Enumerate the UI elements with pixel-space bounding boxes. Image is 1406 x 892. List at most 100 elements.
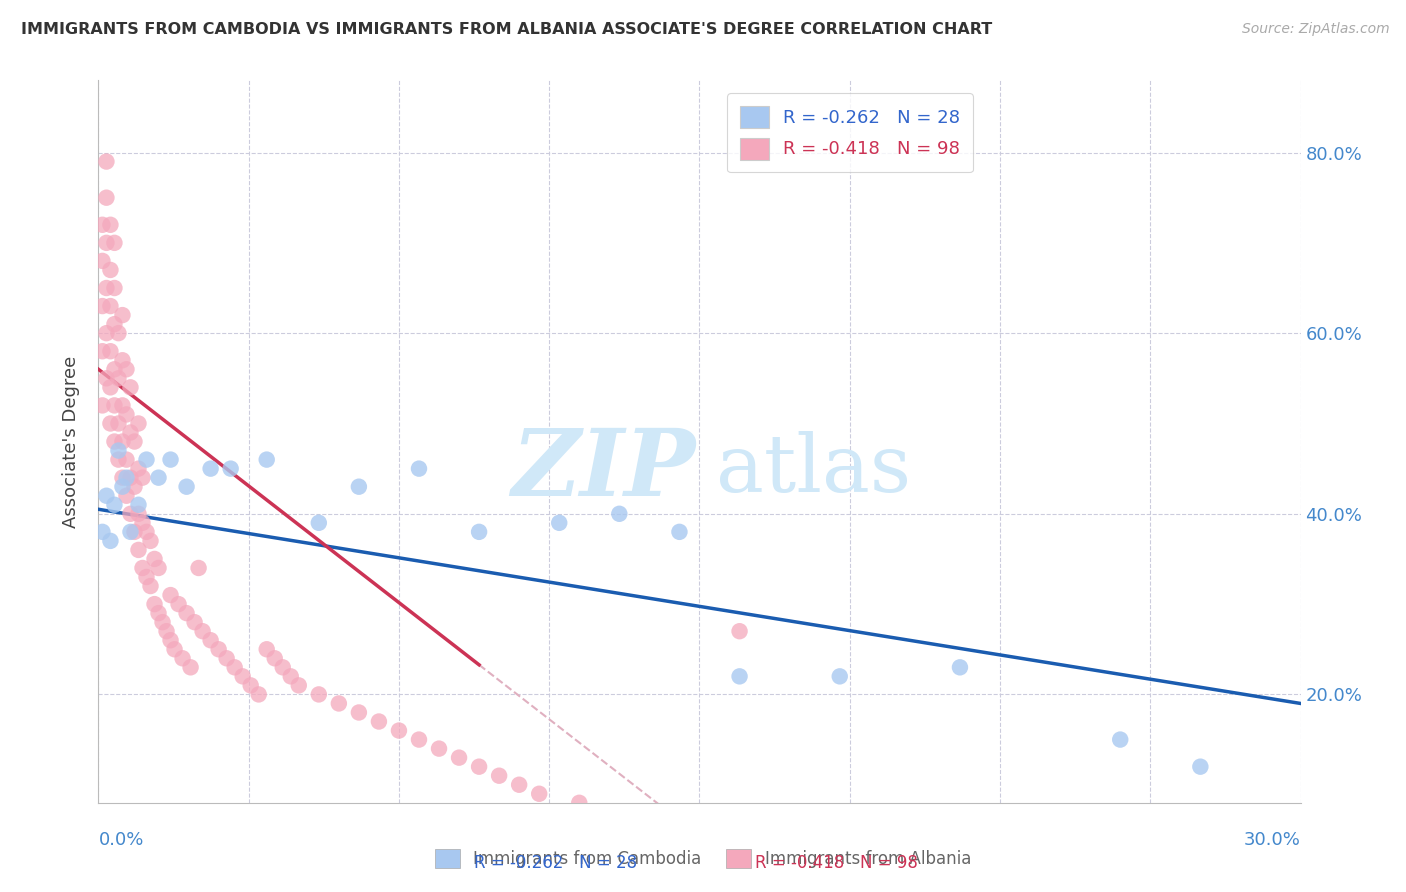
Point [111, 434, 134, 449]
Point [100, 533, 122, 548]
Point [124, 434, 146, 449]
Point [115, 452, 138, 467]
Point [239, 678, 262, 692]
Point [548, 516, 571, 530]
Point [609, 507, 631, 521]
Point [135, 524, 157, 539]
Point [111, 471, 134, 485]
Point [107, 371, 129, 385]
Point [115, 489, 138, 503]
Point [159, 588, 181, 602]
Point [148, 561, 170, 575]
Point [107, 417, 129, 431]
Point [128, 507, 150, 521]
Point [200, 633, 222, 648]
Text: Source: ZipAtlas.com: Source: ZipAtlas.com [1241, 22, 1389, 37]
Point [828, 669, 851, 683]
Point [91, 218, 114, 232]
Point [668, 524, 690, 539]
Point [111, 353, 134, 368]
Point [508, 778, 530, 792]
Text: R = -0.262   N = 28: R = -0.262 N = 28 [432, 855, 637, 872]
Point [180, 660, 202, 674]
Point [271, 660, 294, 674]
Point [568, 796, 591, 810]
Point [135, 570, 157, 584]
Point [183, 615, 205, 630]
Point [124, 524, 146, 539]
Point [689, 814, 711, 828]
Point [215, 651, 238, 665]
Point [100, 218, 122, 232]
Point [96, 326, 118, 341]
Point [111, 480, 134, 494]
Point [159, 452, 181, 467]
Point [107, 452, 129, 467]
Point [308, 687, 330, 701]
Point [103, 281, 125, 295]
Point [120, 524, 142, 539]
Point [103, 235, 125, 250]
Point [308, 516, 330, 530]
Point [131, 561, 153, 575]
Point [328, 697, 350, 711]
Point [139, 533, 162, 548]
Point [115, 408, 138, 422]
Point [609, 805, 631, 819]
Legend: Immigrants from Cambodia, Immigrants from Albania: Immigrants from Cambodia, Immigrants fro… [426, 840, 980, 877]
Point [96, 371, 118, 385]
Text: atlas: atlas [716, 432, 911, 509]
Point [103, 362, 125, 376]
Point [368, 714, 391, 729]
Point [96, 281, 118, 295]
Point [91, 524, 114, 539]
Point [96, 235, 118, 250]
Point [176, 606, 198, 620]
Point [208, 642, 231, 657]
Point [191, 624, 214, 639]
Point [100, 344, 122, 359]
Point [115, 362, 138, 376]
Point [128, 498, 150, 512]
Point [131, 516, 153, 530]
Point [91, 254, 114, 268]
Point [347, 480, 370, 494]
Point [408, 461, 430, 475]
Point [388, 723, 411, 738]
Point [219, 461, 242, 475]
Point [100, 299, 122, 313]
Point [728, 624, 751, 639]
Text: ZIP: ZIP [512, 425, 696, 516]
Point [148, 606, 170, 620]
Point [159, 633, 181, 648]
Point [107, 326, 129, 341]
Point [100, 263, 122, 277]
Point [120, 425, 142, 440]
Point [115, 471, 138, 485]
Point [172, 651, 194, 665]
Y-axis label: Associate's Degree: Associate's Degree [62, 355, 80, 528]
Point [232, 669, 254, 683]
Legend: R = -0.262   N = 28, R = -0.418   N = 98: R = -0.262 N = 28, R = -0.418 N = 98 [727, 93, 973, 172]
Point [1189, 760, 1212, 774]
Point [187, 561, 209, 575]
Point [167, 597, 190, 611]
Point [224, 660, 246, 674]
Point [447, 750, 470, 764]
Point [91, 344, 114, 359]
Point [1109, 732, 1132, 747]
Point [143, 552, 166, 566]
Point [427, 741, 450, 756]
Point [135, 452, 157, 467]
Point [949, 660, 972, 674]
Point [347, 706, 370, 720]
Point [148, 471, 170, 485]
Point [256, 642, 278, 657]
Point [91, 299, 114, 313]
Point [103, 498, 125, 512]
Point [143, 597, 166, 611]
Point [529, 787, 551, 801]
Point [128, 542, 150, 557]
Point [120, 507, 142, 521]
Text: 30.0%: 30.0% [1244, 831, 1301, 849]
